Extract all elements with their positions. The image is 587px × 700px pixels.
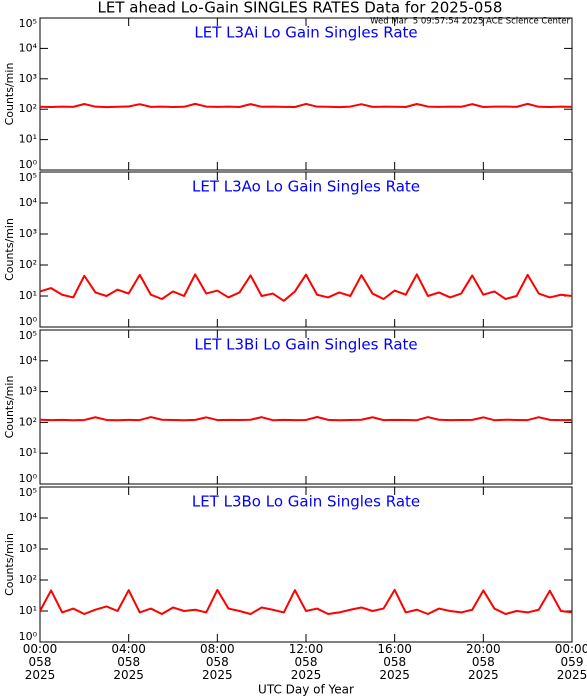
y-tick-label: 10⁵ — [19, 171, 37, 184]
y-tick-label: 10² — [19, 102, 37, 115]
x-tick-label: 12:00 058 2025 — [288, 642, 324, 682]
panel-title: LET L3Bo Lo Gain Singles Rate — [192, 493, 420, 511]
y-tick-label: 10³ — [19, 227, 37, 240]
y-tick-label: 10⁰ — [19, 630, 38, 643]
y-axis-label: Counts/min — [3, 218, 16, 281]
y-axis-label: Counts/min — [3, 63, 16, 126]
y-tick-label: 10⁵ — [19, 486, 37, 499]
y-tick-label: 10⁵ — [19, 17, 37, 30]
y-tick-label: 10⁴ — [19, 511, 38, 524]
y-tick-label: 10¹ — [19, 289, 37, 302]
y-tick-label: 10⁰ — [19, 158, 38, 171]
y-tick-label: 10² — [19, 415, 37, 428]
y-tick-label: 10⁴ — [19, 354, 38, 367]
data-line — [39, 588, 573, 615]
y-tick-label: 10⁰ — [19, 315, 38, 328]
x-axis-label: UTC Day of Year — [258, 683, 354, 697]
y-tick-label: 10³ — [19, 72, 37, 85]
panel-title: LET L3Ao Lo Gain Singles Rate — [192, 178, 420, 196]
y-axis-label: Counts/min — [3, 376, 16, 439]
y-tick-label: 10³ — [19, 542, 37, 555]
y-axis-label: Counts/min — [3, 533, 16, 596]
y-tick-label: 10⁴ — [19, 41, 38, 54]
x-tick-label: 00:00 059 2025 — [554, 642, 587, 682]
y-tick-label: 10¹ — [19, 133, 37, 146]
y-tick-label: 10⁵ — [19, 329, 37, 342]
x-tick-label: 00:00 058 2025 — [22, 642, 58, 682]
y-tick-label: 10¹ — [19, 446, 37, 459]
data-line — [39, 102, 573, 109]
x-tick-label: 20:00 058 2025 — [466, 642, 501, 682]
panel-title: LET L3Ai Lo Gain Singles Rate — [194, 24, 417, 42]
y-tick-label: 10¹ — [19, 604, 37, 617]
panel-title: LET L3Bi Lo Gain Singles Rate — [194, 336, 417, 354]
timestamp: Wed Mar 5 09:57:54 2025 ACE Science Cent… — [370, 17, 570, 27]
x-tick-label: 16:00 058 2025 — [377, 642, 412, 682]
y-tick-label: 10⁰ — [19, 472, 38, 485]
page-title: LET ahead Lo-Gain SINGLES RATES Data for… — [98, 0, 503, 17]
y-tick-label: 10⁴ — [19, 196, 38, 209]
data-line — [39, 273, 573, 302]
x-tick-label: 04:00 058 2025 — [111, 642, 146, 682]
y-tick-label: 10³ — [19, 385, 37, 398]
y-tick-label: 10² — [19, 573, 37, 586]
data-line — [39, 415, 573, 422]
y-tick-label: 10² — [19, 258, 37, 271]
x-tick-label: 08:00 058 2025 — [200, 642, 235, 682]
